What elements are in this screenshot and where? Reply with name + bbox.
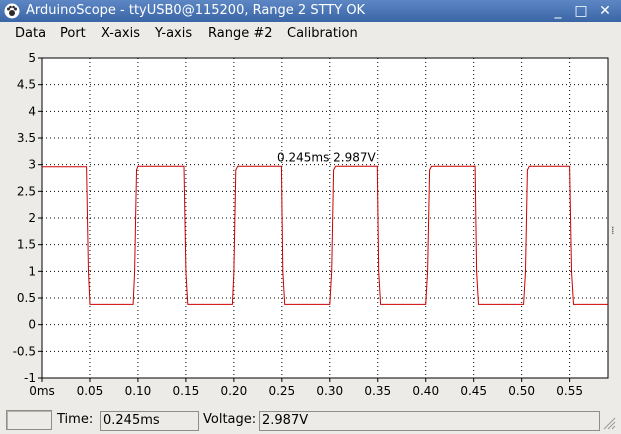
status-bar: Time: 0.245ms Voltage: 2.987V [0,408,621,434]
y-tick-label: 2 [28,211,36,225]
x-tick-label: 0.15 [173,384,200,398]
menu-port[interactable]: Port [60,26,86,41]
maximize-button[interactable]: □ [574,3,588,19]
title-bar[interactable]: ArduinoScope - ttyUSB0@115200, Range 2 S… [0,0,621,22]
y-tick-label: 5 [28,51,36,65]
y-tick-label: 0 [28,318,36,332]
x-tick-label: 0.25 [268,384,295,398]
voltage-value-field: 2.987V [259,411,600,431]
time-label: Time: [57,412,94,427]
x-tick-label: 0ms [29,384,55,398]
y-tick-label: -0.5 [13,344,36,358]
y-tick-label: 1 [28,264,36,278]
cursor-readout: 0.245ms 2.987V [277,150,376,164]
y-tick-label: 4 [28,104,36,118]
oscilloscope-chart[interactable]: -1 -0.5 0 0.5 1 1.5 2 2.5 3 3.5 4 4.5 5 0ms 0.05 0.10 0… [0,46,621,408]
menu-data[interactable]: Data [15,26,47,41]
paw-icon[interactable] [4,3,20,19]
x-tick-label: 0.40 [412,384,439,398]
x-tick-label: 0.30 [316,384,343,398]
status-empty-box [6,410,52,430]
x-tick-label: 0.10 [125,384,152,398]
time-value-field: 0.245ms [100,411,199,431]
y-tick-label: 3 [28,158,36,172]
menu-calibration[interactable]: Calibration [287,26,358,41]
y-tick-label: 3.5 [17,131,36,145]
scope-plot-area: -1 -0.5 0 0.5 1 1.5 2 2.5 3 3.5 4 4.5 5 0ms 0.05 0.10 0… [0,46,621,408]
resize-grip-icon[interactable]: ⁞ [611,224,615,237]
voltage-label: Voltage: [203,412,257,427]
window-title: ArduinoScope - ttyUSB0@115200, Range 2 S… [26,3,366,18]
menu-range[interactable]: Range #2 [208,26,273,41]
x-tick-label: 0.45 [460,384,487,398]
x-tick-label: 0.50 [508,384,535,398]
menu-y-axis[interactable]: Y-axis [155,26,193,41]
voltage-trace [42,165,608,305]
y-tick-label: 4.5 [17,78,36,92]
x-tick-label: 0.20 [221,384,248,398]
plot-background [41,57,609,379]
y-tick-label: 0.5 [17,291,36,305]
menu-x-axis[interactable]: X-axis [101,26,140,41]
x-tick-label: 0.05 [77,384,104,398]
x-tick-label: 0.55 [556,384,583,398]
y-tick-label: -1 [24,371,36,385]
close-button[interactable]: ✕ [599,3,611,19]
x-tick-label: 0.35 [364,384,391,398]
y-tick-label: 1.5 [17,238,36,252]
menu-bar: Data Port X-axis Y-axis Range #2 Calibra… [0,22,621,47]
minimize-button[interactable]: _ [554,3,562,19]
resize-corner-icon[interactable] [602,416,616,430]
y-tick-label: 2.5 [17,184,36,198]
